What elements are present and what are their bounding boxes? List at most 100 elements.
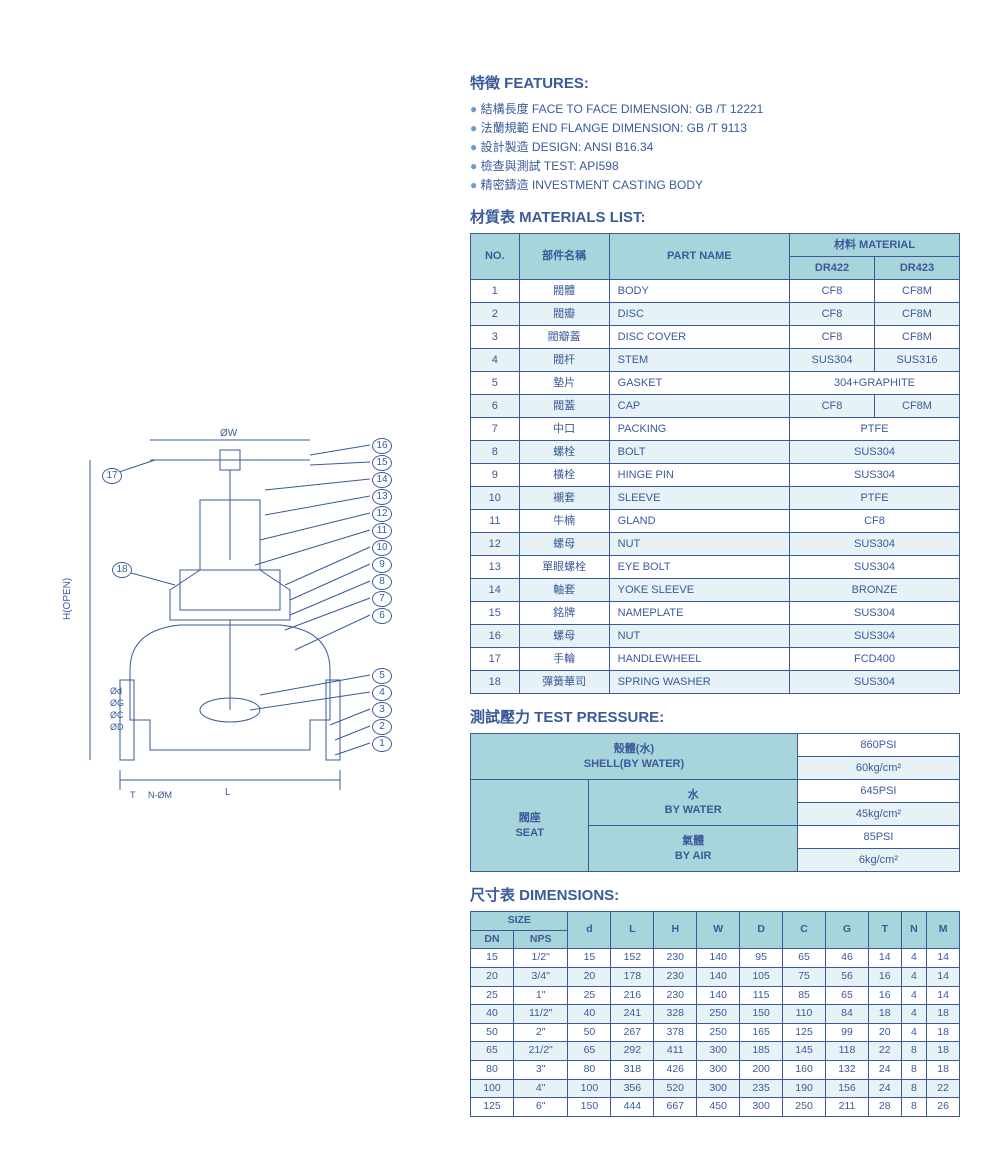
- th-C: C: [783, 912, 826, 949]
- materials-row: 15銘牌NAMEPLATESUS304: [471, 602, 960, 625]
- dimensions-table: SIZE d L H W D C G T N M DN NPS 151/2"15…: [470, 911, 960, 1117]
- dimensions-row: 1004"10035652030023519015624822: [471, 1079, 960, 1098]
- water-cn: 水: [688, 789, 699, 801]
- svg-text:ØC: ØC: [110, 710, 124, 720]
- water-label: 水 BY WATER: [589, 780, 798, 826]
- th-T: T: [868, 912, 901, 949]
- th-dr423: DR423: [874, 257, 959, 280]
- materials-row: 2閥瓣DISCCF8CF8M: [471, 303, 960, 326]
- callout-13: 13: [372, 489, 392, 505]
- callout-18: 18: [112, 562, 132, 578]
- callout-1: 1: [372, 736, 392, 752]
- dimensions-row: 151/2"1515223014095654614414: [471, 949, 960, 968]
- callout-5: 5: [372, 668, 392, 684]
- dimensions-row: 1256"15044466745030025021128826: [471, 1098, 960, 1117]
- feature-item: 檢查與測試 TEST: API598: [470, 156, 960, 175]
- seat-label: 閥座 SEAT: [471, 780, 589, 872]
- seat-cn: 閥座: [519, 812, 541, 824]
- callout-15: 15: [372, 455, 392, 471]
- callout-7: 7: [372, 591, 392, 607]
- th-H: H: [654, 912, 697, 949]
- svg-text:ØW: ØW: [220, 428, 238, 439]
- callout-2: 2: [372, 719, 392, 735]
- materials-row: 14軸套YOKE SLEEVEBRONZE: [471, 579, 960, 602]
- dimensions-title: 尺寸表 DIMENSIONS:: [470, 884, 960, 905]
- dimensions-row: 251"25216230140115856516414: [471, 986, 960, 1005]
- materials-title: 材質表 MATERIALS LIST:: [470, 206, 960, 227]
- dimensions-row: 203/4"20178230140105755616414: [471, 967, 960, 986]
- materials-row: 6閥蓋CAPCF8CF8M: [471, 395, 960, 418]
- th-N: N: [901, 912, 927, 949]
- water-kg: 45kg/cm²: [797, 803, 959, 826]
- th-material: 材料 MATERIAL: [790, 234, 960, 257]
- seat-en: SEAT: [515, 827, 544, 839]
- th-dn: DN: [471, 930, 514, 949]
- th-W: W: [697, 912, 740, 949]
- callout-4: 4: [372, 685, 392, 701]
- svg-text:N-ØM: N-ØM: [148, 790, 172, 800]
- materials-row: 10襯套SLEEVEPTFE: [471, 487, 960, 510]
- features-title: 特徵 FEATURES:: [470, 72, 960, 93]
- materials-row: 12螺母NUTSUS304: [471, 533, 960, 556]
- svg-text:ØG: ØG: [110, 698, 124, 708]
- materials-row: 3閥瓣蓋DISC COVERCF8CF8M: [471, 326, 960, 349]
- materials-row: 4閥杆STEMSUS304SUS316: [471, 349, 960, 372]
- callout-10: 10: [372, 540, 392, 556]
- svg-text:T: T: [130, 790, 136, 800]
- dimensions-row: 6521/2"6529241130018514511822818: [471, 1042, 960, 1061]
- feature-item: 精密鑄造 INVESTMENT CASTING BODY: [470, 175, 960, 194]
- svg-text:H(OPEN): H(OPEN): [62, 578, 73, 620]
- materials-row: 1閥體BODYCF8CF8M: [471, 280, 960, 303]
- materials-row: 9橫栓HINGE PINSUS304: [471, 464, 960, 487]
- water-en: BY WATER: [665, 804, 722, 816]
- air-kg: 6kg/cm²: [797, 849, 959, 872]
- materials-table: NO. 部件名稱 PART NAME 材料 MATERIAL DR422 DR4…: [470, 233, 960, 694]
- callout-16: 16: [372, 438, 392, 454]
- air-en: BY AIR: [675, 850, 712, 862]
- callout-12: 12: [372, 506, 392, 522]
- materials-row: 17手輪HANDLEWHEELFCD400: [471, 648, 960, 671]
- svg-text:Ød: Ød: [110, 686, 122, 696]
- th-G: G: [826, 912, 869, 949]
- feature-item: 法蘭規範 END FLANGE DIMENSION: GB /T 9113: [470, 118, 960, 137]
- dimensions-row: 502"502673782501651259920418: [471, 1023, 960, 1042]
- callout-9: 9: [372, 557, 392, 573]
- air-cn: 氣體: [682, 835, 704, 847]
- th-nps: NPS: [513, 930, 568, 949]
- shell-label: 殼體(水) SHELL(BY WATER): [471, 734, 798, 780]
- materials-row: 8螺栓BOLTSUS304: [471, 441, 960, 464]
- th-dr422: DR422: [790, 257, 875, 280]
- th-L: L: [611, 912, 654, 949]
- features-list: 結構長度 FACE TO FACE DIMENSION: GB /T 12221…: [470, 99, 960, 194]
- shell-en: SHELL(BY WATER): [584, 758, 684, 770]
- materials-row: 5墊片GASKET304+GRAPHITE: [471, 372, 960, 395]
- callout-14: 14: [372, 472, 392, 488]
- valve-diagram: L H(OPEN) ØW: [60, 420, 420, 820]
- th-d: d: [568, 912, 611, 949]
- materials-row: 18彈簧華司SPRING WASHERSUS304: [471, 671, 960, 694]
- callout-6: 6: [372, 608, 392, 624]
- materials-row: 11牛楠GLANDCF8: [471, 510, 960, 533]
- air-label: 氣體 BY AIR: [589, 826, 798, 872]
- feature-item: 設計製造 DESIGN: ANSI B16.34: [470, 137, 960, 156]
- th-no: NO.: [471, 234, 520, 280]
- pressure-title: 測試壓力 TEST PRESSURE:: [470, 706, 960, 727]
- air-psi: 85PSI: [797, 826, 959, 849]
- materials-row: 13單眼螺栓EYE BOLTSUS304: [471, 556, 960, 579]
- shell-psi: 860PSI: [797, 734, 959, 757]
- svg-text:L: L: [225, 787, 231, 798]
- shell-kg: 60kg/cm²: [797, 757, 959, 780]
- callout-17: 17: [102, 468, 122, 484]
- dimensions-row: 803"8031842630020016013224818: [471, 1061, 960, 1080]
- th-D: D: [740, 912, 783, 949]
- callout-3: 3: [372, 702, 392, 718]
- feature-item: 結構長度 FACE TO FACE DIMENSION: GB /T 12221: [470, 99, 960, 118]
- materials-row: 16螺母NUTSUS304: [471, 625, 960, 648]
- th-size: SIZE: [471, 912, 568, 931]
- th-en: PART NAME: [609, 234, 789, 280]
- shell-cn: 殼體(水): [614, 743, 654, 755]
- th-cn: 部件名稱: [519, 234, 609, 280]
- pressure-table: 殼體(水) SHELL(BY WATER) 860PSI 60kg/cm² 閥座…: [470, 733, 960, 872]
- callout-8: 8: [372, 574, 392, 590]
- water-psi: 645PSI: [797, 780, 959, 803]
